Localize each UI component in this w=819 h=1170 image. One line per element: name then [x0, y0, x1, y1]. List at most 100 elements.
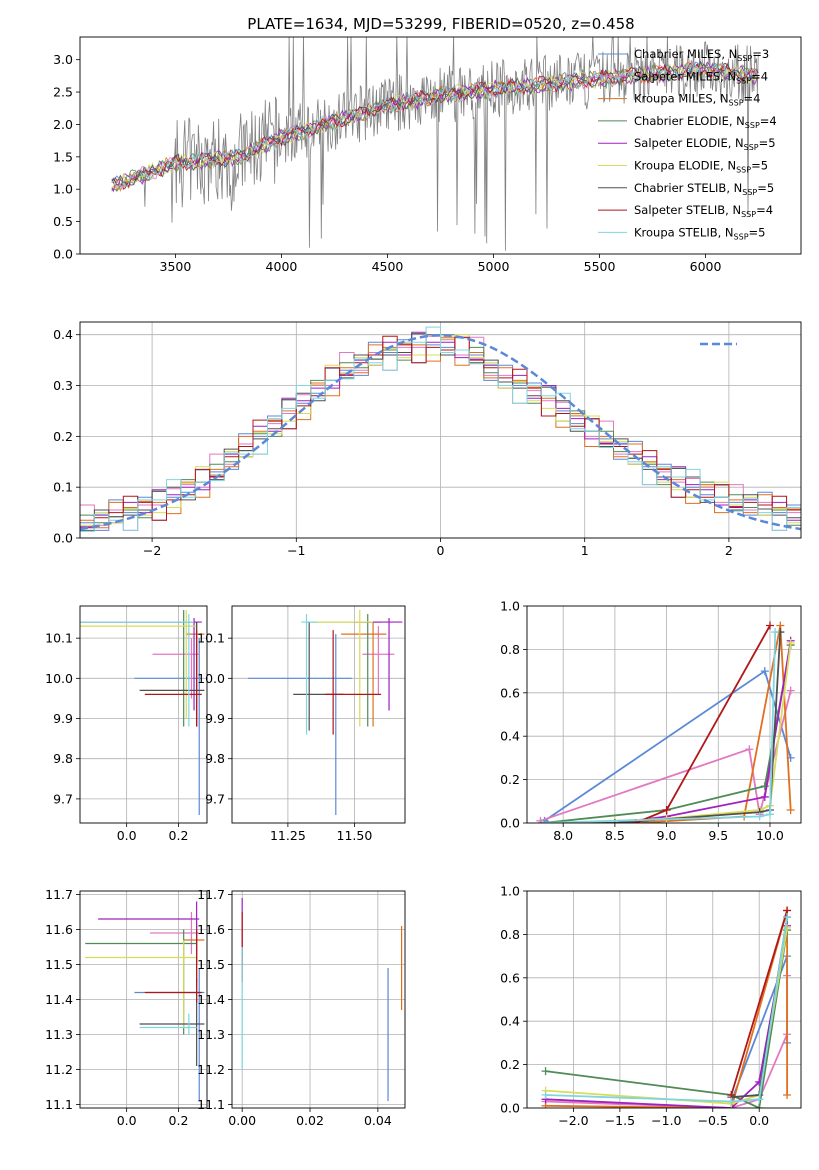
axes-frame [79, 321, 802, 539]
legend-entry-0: Chabrier MILES, NSSP=3 [634, 47, 769, 63]
y-tick-label: 9.7 [53, 791, 73, 806]
y-tick-label: 1.0 [500, 884, 520, 899]
axes-frame [79, 36, 802, 255]
errorbar-point-8 [80, 614, 195, 727]
legend-suffix: =4 [744, 92, 761, 106]
y-tick-label: 11.2 [197, 1062, 225, 1077]
y-tick-label: 0.8 [500, 642, 520, 657]
legend-suffix: =5 [757, 181, 774, 195]
x-tick-label: 9.5 [708, 828, 728, 843]
y-tick-label: 0.6 [500, 970, 520, 985]
y-tick-label: 10.1 [45, 631, 73, 646]
legend-suffix: =4 [760, 114, 777, 128]
legend-suffix: =5 [759, 136, 776, 150]
weight-marker [783, 923, 792, 932]
y-tick-label: 0.2 [53, 429, 73, 444]
legend-label: Kroupa STELIB, N [634, 225, 734, 239]
plot-area-spectrum [111, 37, 759, 251]
y-tick-label: 0.0 [53, 247, 73, 262]
legend-label: Salpeter MILES, N [634, 69, 736, 83]
x-tick-label: 0.04 [364, 1113, 392, 1128]
y-tick-label: 0.6 [500, 685, 520, 700]
legend-label: Chabrier MILES, N [634, 47, 737, 61]
x-tick-label: 0.2 [169, 1113, 189, 1128]
weight-series-1 [540, 690, 792, 822]
plot-area-age-weight [527, 606, 801, 823]
weight-marker [755, 1104, 764, 1108]
legend-suffix: =5 [751, 159, 768, 173]
weight-marker [727, 1097, 736, 1106]
y-tick-label: 1.5 [53, 149, 73, 164]
legend-suffix: =3 [752, 47, 769, 61]
errorbar-point-5 [306, 610, 374, 727]
x-tick-label: −2.0 [558, 1113, 588, 1128]
x-tick-label: 11.25 [270, 828, 306, 843]
y-tick-label: 0.4 [500, 729, 520, 744]
x-tick-label: −2 [143, 543, 161, 558]
y-tick-label: 11.6 [45, 922, 73, 937]
x-tick-label: 8.0 [553, 828, 573, 843]
x-tick-label: −1 [287, 543, 305, 558]
weight-series-2 [635, 625, 792, 823]
x-tick-label: 0.2 [169, 828, 189, 843]
y-tick-label: 9.9 [53, 711, 73, 726]
y-tick-label: 0.4 [53, 327, 73, 342]
legend-label: Kroupa MILES, N [634, 92, 729, 106]
x-tick-label: 9.0 [657, 828, 677, 843]
legend-entry-2: Kroupa MILES, NSSP=4 [634, 92, 760, 108]
x-tick-label: 2 [725, 543, 733, 558]
y-tick-label: 0.5 [53, 214, 73, 229]
plot-area-mass-age [232, 606, 405, 823]
weight-marker [783, 913, 792, 922]
y-tick-label: 1.0 [500, 599, 520, 614]
errorbar-point-7 [144, 929, 202, 1003]
x-tick-label: 5000 [478, 259, 510, 274]
x-tick-label: 0.0 [117, 828, 137, 843]
x-tick-label: 0.00 [228, 1113, 256, 1128]
figure-title: PLATE=1634, MJD=53299, FIBERID=0520, z=0… [247, 15, 634, 33]
errorbar-point-0 [134, 638, 202, 815]
legend-sub: SSP [745, 121, 760, 130]
y-tick-label: 9.8 [53, 751, 73, 766]
axes-frame [231, 890, 406, 1109]
y-tick-label: 9.7 [205, 791, 225, 806]
y-tick-label: 11.7 [197, 887, 225, 902]
weight-marker [755, 1095, 764, 1104]
y-tick-label: 0.3 [53, 378, 73, 393]
errorbar-point-0 [247, 634, 352, 815]
axes-frame [79, 890, 208, 1109]
legend-label: Salpeter ELODIE, N [634, 136, 744, 150]
legend-entry-7: Salpeter STELIB, NSSP=4 [634, 203, 773, 219]
legend-entry-6: Chabrier STELIB, NSSP=5 [634, 181, 774, 197]
weight-series-8 [542, 631, 777, 823]
y-tick-label: 11.6 [197, 922, 225, 937]
plot-layer: 3500 4000 4500 5000 5500 6000 0.0 0.5 1.0 1.5 2.0 2… [45, 36, 802, 1128]
weight-marker [783, 1090, 792, 1099]
weight-marker [760, 667, 769, 676]
legend-sub: SSP [741, 210, 756, 219]
legend-sub: SSP [736, 76, 751, 85]
errorbar-point-7 [144, 630, 202, 727]
y-tick-label: 9.8 [205, 751, 225, 766]
x-tick-label: −1.0 [651, 1113, 681, 1128]
y-tick-label: 1.0 [53, 182, 73, 197]
x-tick-label: 4000 [266, 259, 298, 274]
x-tick-label: 8.5 [605, 828, 625, 843]
x-tick-label: 11.50 [337, 828, 373, 843]
panel-ebv-mass: 0.00 0.02 0.04 11.1 11.2 11.3 11.4 11.5 11.6 11.7 [197, 887, 406, 1128]
panel-mass-age: 11.25 11.50 9.7 9.8 9.9 10.0 10.1 [197, 605, 406, 843]
legend-sub: SSP [736, 166, 751, 175]
y-tick-label: 10.1 [197, 631, 225, 646]
legend-sub: SSP [744, 143, 759, 152]
panel-Z-mass: 0.0 0.2 11.1 11.2 11.3 11.4 11.5 11.6 11.7 [45, 887, 208, 1128]
legend-label: Kroupa ELODIE, N [634, 159, 736, 173]
weight-marker [760, 792, 769, 801]
weight-series-8 [545, 916, 788, 1103]
panel-Z-weight: −2.0 −1.5 −1.0 −0.5 0.0 0.0 0.2 0.4 0.6 0.8 1.0 [500, 884, 802, 1128]
y-tick-label: 0.0 [53, 531, 73, 546]
legend-suffix: =4 [751, 69, 768, 83]
errorbar-point-5 [80, 610, 197, 719]
legend-sub: SSP [729, 99, 744, 108]
